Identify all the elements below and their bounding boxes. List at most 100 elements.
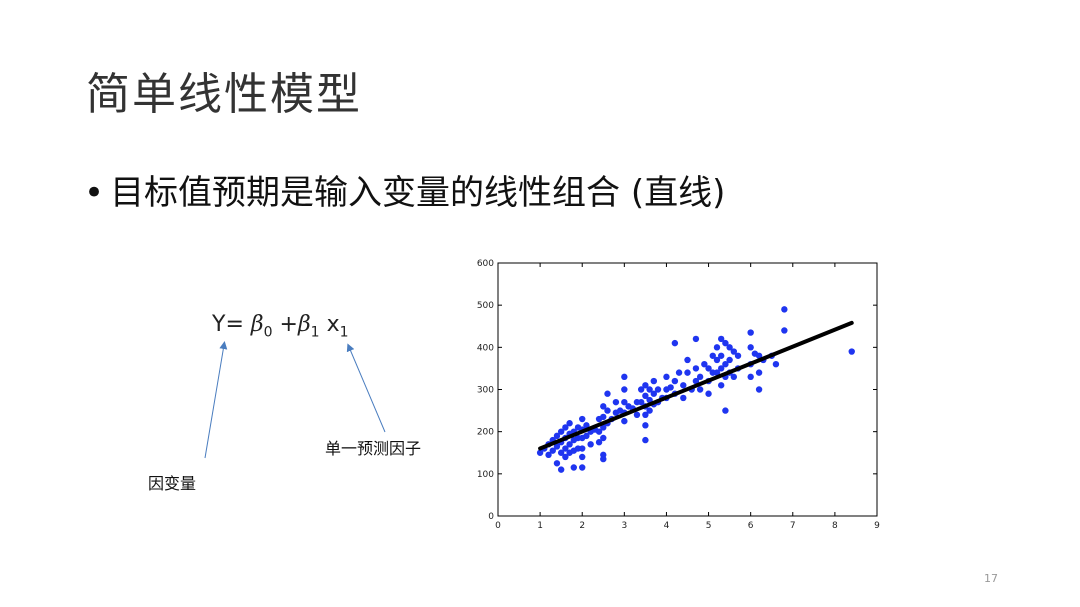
data-point bbox=[709, 352, 716, 359]
x-tick-label: 5 bbox=[706, 521, 712, 531]
data-point bbox=[570, 464, 577, 471]
data-point bbox=[654, 386, 662, 393]
data-point bbox=[730, 373, 738, 381]
data-point bbox=[642, 392, 649, 400]
data-point bbox=[747, 344, 754, 351]
data-point bbox=[621, 386, 628, 393]
formula-beta1-sub: 1 bbox=[310, 324, 320, 341]
data-point bbox=[604, 407, 611, 414]
data-point bbox=[621, 398, 628, 406]
data-point bbox=[730, 348, 738, 355]
data-point bbox=[621, 373, 628, 381]
data-point bbox=[747, 373, 754, 381]
data-point bbox=[680, 382, 687, 389]
data-point bbox=[705, 390, 712, 397]
arrow-to-y bbox=[204, 341, 228, 459]
data-point bbox=[713, 356, 721, 364]
data-point bbox=[781, 306, 788, 313]
data-point bbox=[848, 348, 855, 355]
y-tick-label: 600 bbox=[477, 259, 494, 269]
data-point bbox=[600, 413, 607, 421]
regression-line bbox=[538, 320, 854, 451]
formula-lhs: Y= bbox=[212, 312, 244, 337]
data-point bbox=[705, 365, 712, 372]
bullet-dot-icon: • bbox=[84, 173, 105, 213]
x-tick-label: 0 bbox=[495, 521, 501, 531]
regression-formula: Y= β0 +β1 x1 bbox=[212, 312, 349, 340]
data-point bbox=[726, 356, 733, 364]
data-point bbox=[722, 339, 729, 347]
page-number: 17 bbox=[984, 572, 998, 585]
formula-beta1: β bbox=[297, 312, 311, 337]
formula-plus: + bbox=[279, 312, 298, 337]
data-point bbox=[692, 335, 700, 343]
data-point bbox=[680, 394, 687, 402]
data-point bbox=[595, 439, 603, 446]
data-point bbox=[621, 417, 628, 425]
data-point bbox=[583, 432, 590, 440]
y-tick-label: 500 bbox=[477, 301, 494, 311]
x-tick-label: 1 bbox=[537, 521, 543, 531]
data-point bbox=[684, 356, 691, 364]
data-point bbox=[717, 335, 725, 343]
data-point bbox=[675, 369, 683, 376]
arrow-to-x1 bbox=[346, 343, 386, 433]
data-point bbox=[562, 453, 569, 461]
data-point bbox=[562, 445, 569, 452]
data-point bbox=[722, 361, 729, 368]
data-point bbox=[713, 369, 721, 376]
data-point bbox=[587, 441, 594, 448]
data-point bbox=[642, 411, 649, 418]
y-tick-label: 300 bbox=[477, 386, 494, 396]
x-tick-label: 8 bbox=[832, 521, 838, 531]
data-point bbox=[633, 411, 641, 418]
data-point bbox=[566, 441, 573, 448]
data-point bbox=[583, 422, 590, 429]
y-tick-label: 200 bbox=[477, 428, 494, 438]
data-point bbox=[722, 407, 729, 414]
dependent-variable-label: 因变量 bbox=[148, 474, 197, 493]
data-point bbox=[726, 344, 733, 351]
y-tick-label: 100 bbox=[477, 470, 494, 480]
single-predictor-label: 单一预测因子 bbox=[325, 439, 422, 458]
data-point bbox=[579, 415, 586, 423]
x-tick-label: 4 bbox=[664, 521, 670, 531]
data-point bbox=[595, 428, 603, 435]
formula-beta0: β bbox=[250, 312, 264, 337]
data-point bbox=[600, 455, 607, 463]
bullet-item: • 目标值预期是输入变量的线性组合 (直线) bbox=[84, 165, 725, 214]
data-point bbox=[553, 443, 561, 450]
data-point bbox=[755, 386, 763, 393]
data-point bbox=[553, 432, 561, 440]
slide-title: 简单线性模型 bbox=[86, 69, 362, 120]
data-point bbox=[684, 369, 691, 376]
data-point bbox=[536, 449, 544, 456]
data-point bbox=[642, 422, 649, 429]
data-point bbox=[579, 453, 586, 461]
data-point bbox=[671, 339, 679, 347]
data-point bbox=[553, 460, 561, 467]
data-point bbox=[579, 464, 586, 471]
formula-beta0-sub: 0 bbox=[263, 324, 273, 341]
data-point bbox=[637, 398, 645, 406]
data-point bbox=[701, 361, 708, 368]
data-point bbox=[600, 434, 607, 442]
data-point bbox=[557, 428, 565, 435]
x-tick-label: 3 bbox=[621, 521, 627, 531]
data-point bbox=[600, 403, 607, 410]
data-point bbox=[642, 382, 649, 389]
x-tick-label: 6 bbox=[748, 521, 754, 531]
y-tick-label: 400 bbox=[477, 343, 494, 353]
formula-x-sub: 1 bbox=[339, 324, 349, 341]
bullet-text: 目标值预期是输入变量的线性组合 (直线) bbox=[110, 173, 726, 213]
data-point bbox=[612, 398, 620, 406]
data-point bbox=[772, 361, 780, 368]
data-point bbox=[755, 369, 763, 376]
x-tick-label: 9 bbox=[874, 521, 880, 531]
x-tick-label: 7 bbox=[790, 521, 796, 531]
y-tick-label: 0 bbox=[488, 512, 494, 522]
data-point bbox=[646, 386, 653, 393]
data-point bbox=[545, 451, 552, 459]
data-point bbox=[557, 449, 565, 456]
